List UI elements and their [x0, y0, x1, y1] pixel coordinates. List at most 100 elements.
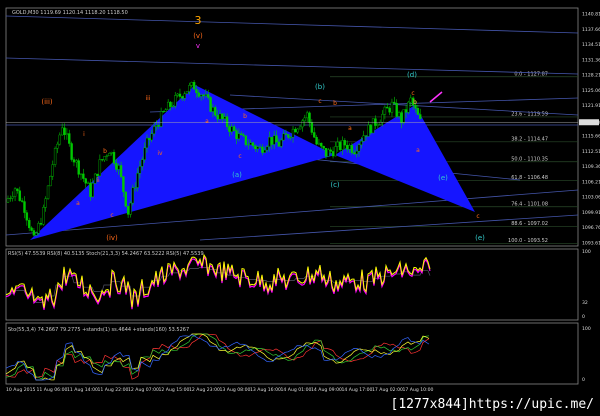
candle-body	[381, 113, 384, 123]
candle-body	[353, 152, 356, 155]
wave-label: b	[243, 113, 247, 120]
candle-body	[32, 230, 36, 236]
candle-body	[108, 153, 111, 157]
candle-body	[400, 112, 403, 124]
candle-body	[378, 122, 382, 125]
candle-body	[407, 101, 410, 113]
candle-body	[133, 187, 137, 189]
trend-line	[5, 15, 579, 34]
time-tick: 11 Aug 14:00	[67, 387, 98, 393]
candle-body	[82, 173, 85, 179]
candle-body	[242, 134, 245, 136]
candle-body	[174, 95, 177, 107]
harmonic-pattern-xab	[30, 85, 335, 240]
trend-line	[199, 214, 579, 241]
fib-level-label: 88.6 - 1097.02	[511, 221, 548, 227]
candle-body	[317, 142, 321, 145]
candle-body	[284, 133, 288, 135]
candle-body	[56, 143, 59, 149]
candle-body	[303, 117, 306, 122]
candle-body	[291, 128, 295, 138]
time-tick: 14 Aug 17:00	[342, 387, 373, 393]
stoch-series-line	[5, 333, 430, 380]
candle-body	[117, 165, 120, 170]
price-tick: 1128.21	[582, 73, 600, 79]
candle-body	[112, 152, 116, 164]
candle-body	[397, 112, 401, 117]
candle-body	[188, 85, 191, 92]
candle-body	[152, 126, 156, 134]
fib-level-label: 76.4 - 1101.08	[511, 201, 548, 207]
candle-body	[310, 122, 314, 133]
price-tick: 1109.36	[582, 164, 600, 170]
candle-body	[46, 185, 50, 199]
wave-label: c	[318, 98, 321, 105]
candle-body	[254, 145, 257, 150]
candle-body	[244, 135, 248, 145]
candle-body	[315, 137, 318, 145]
candle-body	[334, 146, 337, 157]
candle-body	[251, 142, 255, 146]
candle-body	[204, 94, 208, 96]
fib-level-label: 38.2 - 1114.47	[511, 136, 548, 142]
candle-body	[70, 143, 73, 160]
candle-body	[308, 112, 311, 123]
candle-body	[39, 223, 43, 225]
candle-body	[86, 182, 90, 184]
candle-body	[350, 145, 354, 153]
wave-label: c	[476, 213, 479, 220]
trend-line	[5, 189, 579, 236]
time-tick: 12 Aug 07:00	[128, 387, 159, 393]
candle-body	[296, 128, 299, 133]
fib-level-label: 50.0 - 1110.35	[511, 156, 548, 162]
candle-body	[63, 127, 66, 135]
candle-body	[207, 94, 210, 98]
watermark: [1277x844]https://upic.me/	[390, 397, 595, 412]
wave-label: (d)	[407, 71, 417, 79]
stoch-series-line	[5, 334, 430, 381]
candle-body	[162, 111, 165, 113]
time-tick: 12 Aug 15:00	[159, 387, 190, 393]
candle-body	[357, 144, 361, 152]
candle-body	[18, 190, 21, 201]
wave-label: a	[416, 147, 420, 154]
candle-body	[42, 207, 45, 225]
candle-body	[202, 94, 205, 96]
candle-body	[195, 89, 198, 94]
wave-label: v	[196, 42, 200, 50]
candle-body	[411, 97, 415, 106]
candle-body	[148, 137, 151, 141]
price-tick: 1134.51	[582, 42, 600, 48]
candle-body	[265, 146, 269, 151]
candle-body	[77, 160, 80, 175]
candle-body	[388, 107, 391, 113]
price-tick: 1125.06	[582, 88, 600, 94]
candle-body	[275, 135, 278, 143]
candle-body	[30, 227, 33, 231]
wave-label: (a)	[232, 171, 242, 179]
wave-label: iii	[145, 95, 150, 102]
candle-body	[126, 205, 130, 215]
candle-body	[68, 133, 71, 144]
candle-body	[360, 140, 363, 145]
candle-body	[287, 134, 290, 138]
candle-body	[393, 101, 396, 104]
time-tick: 10 Aug 2015	[6, 387, 36, 393]
candle-body	[263, 149, 266, 153]
wave-label: b	[333, 100, 337, 107]
candle-body	[272, 135, 276, 145]
candle-body	[216, 115, 219, 120]
candle-body	[364, 135, 368, 137]
candle-body	[390, 101, 394, 113]
candle-body	[192, 82, 196, 90]
candle-body	[124, 191, 127, 207]
candle-body	[6, 198, 10, 203]
candle-body	[404, 109, 408, 113]
candle-body	[346, 144, 349, 150]
price-tick: 1115.66	[582, 134, 600, 140]
candle-body	[60, 127, 64, 136]
time-tick: 17 Aug 10:00	[403, 387, 434, 393]
candle-body	[157, 125, 160, 127]
candle-body	[249, 142, 252, 145]
